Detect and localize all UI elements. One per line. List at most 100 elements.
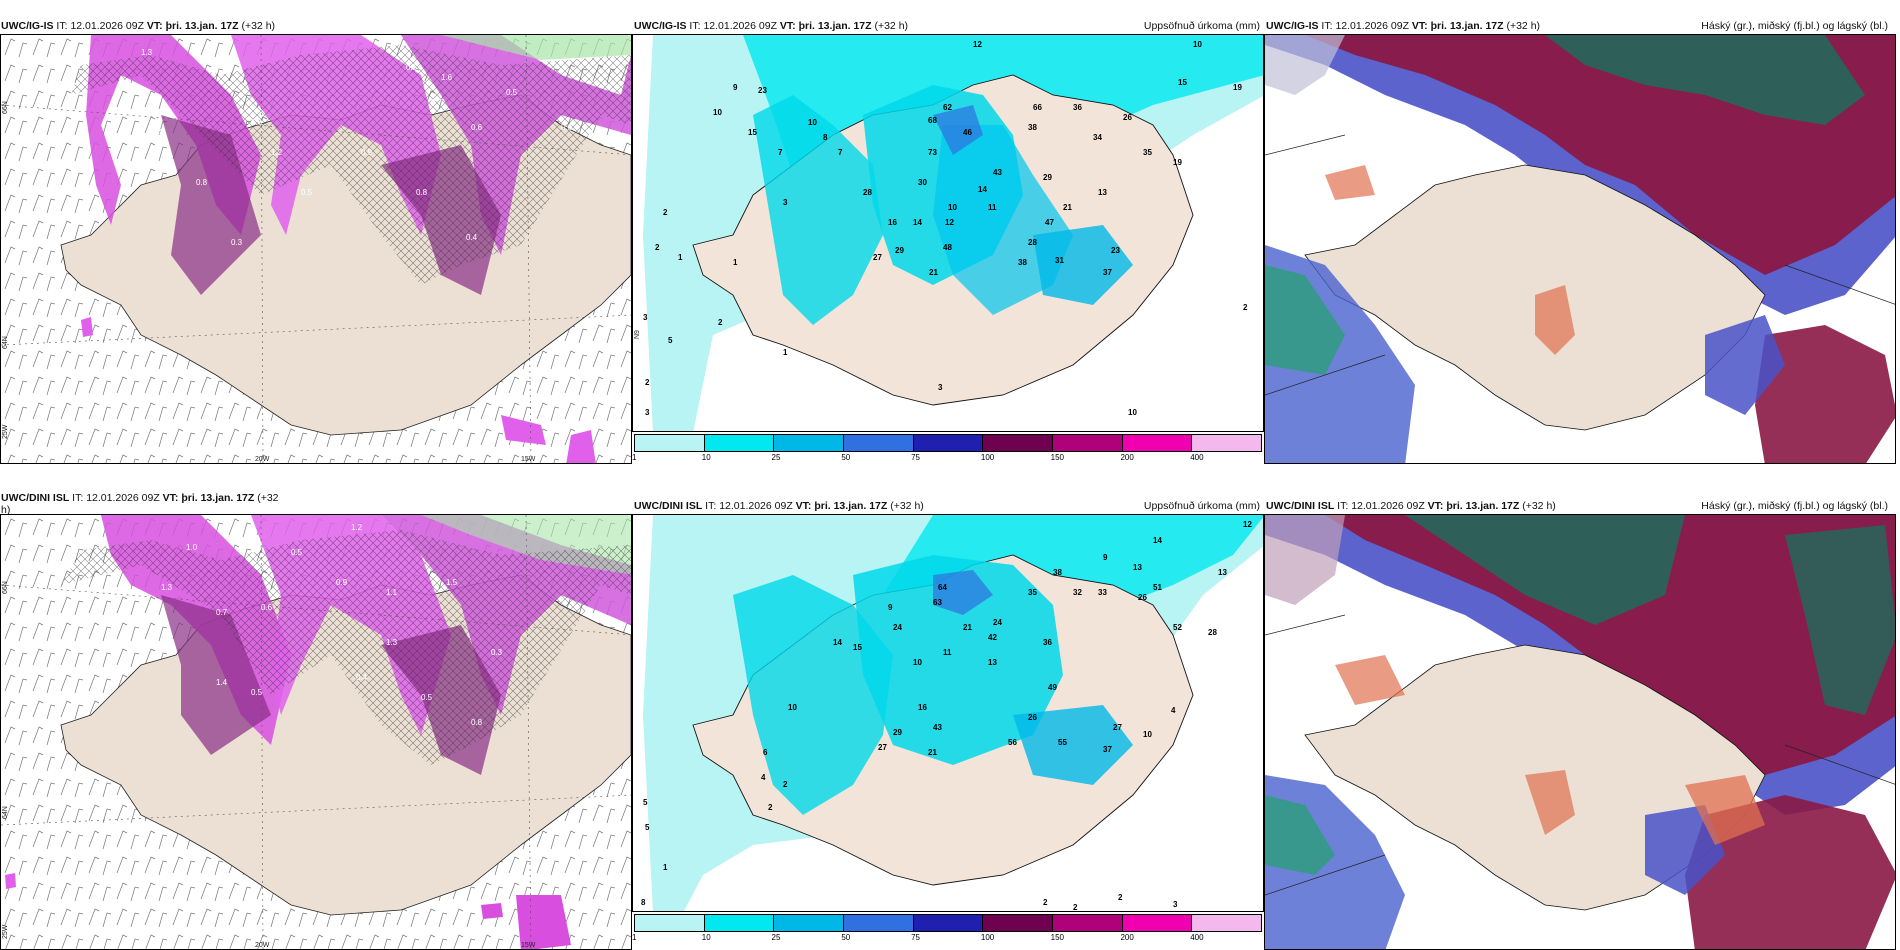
precip-value: 11 [988, 203, 997, 212]
precip-accum-map: 12 10 15 19 9 10 23 10 8 7 15 62 66 38 3… [632, 34, 1264, 432]
legend-tick-label: 100 [980, 453, 995, 462]
panel-top-middle: UWC/IG-IS IT: 12.01.2026 09Z VT: þri. 13… [632, 14, 1264, 464]
precip-value: 38 [1018, 258, 1027, 267]
precip-value: 2 [1043, 898, 1048, 907]
precip-value: 62 [943, 103, 952, 112]
precip-value: 10 [1143, 730, 1152, 739]
precip-value: 21 [1063, 203, 1072, 212]
legend-swatch [913, 435, 984, 451]
precip-value: 11 [943, 648, 952, 657]
legend-swatch [1053, 435, 1123, 451]
lead-time-wrap: h) [1, 504, 11, 516]
lon-label-20: 20W [255, 456, 270, 463]
map-label: 0.5 [251, 688, 263, 697]
map-label: 1.2 [351, 523, 363, 532]
map-label: 1.0 [251, 118, 263, 127]
precip-value: 14 [913, 218, 922, 227]
precip-value: 5 [645, 823, 650, 832]
map-label: 0.6 [471, 123, 483, 132]
model-name: UWC/IG-IS [1, 20, 54, 32]
precip-value: 14 [833, 638, 842, 647]
precip-value: 14 [978, 185, 987, 194]
legend-tick-label: 75 [911, 933, 921, 942]
precip-value: 42 [988, 633, 997, 642]
precip-value: 2 [718, 318, 723, 327]
precip-value: 3 [643, 313, 648, 322]
precip-value: 21 [928, 748, 937, 757]
legend-tick-label: 1 [632, 453, 637, 462]
vt-label: VT: [162, 492, 179, 504]
model-name: UWC/DINI ISL [1266, 500, 1335, 512]
it-value: 12.01.2026 09Z [1351, 500, 1425, 512]
precip-value: 35 [1028, 588, 1037, 597]
precip-value: 12 [945, 218, 954, 227]
legend-tick-label: 50 [841, 453, 851, 462]
vt-label: VT: [795, 500, 812, 512]
vt-label: VT: [146, 20, 163, 32]
panel-bottom-left: UWC/DINI ISL IT: 12.01.2026 09Z VT: þri.… [0, 492, 632, 950]
lead-time: (+32 [257, 492, 279, 504]
precip-value: 33 [1098, 588, 1107, 597]
precip-value: 34 [1093, 133, 1102, 142]
it-label: IT: [1337, 500, 1349, 512]
it-label: IT: [56, 20, 68, 32]
map-label: 0.8 [471, 718, 483, 727]
precip-value: 55 [1058, 738, 1067, 747]
precip-value: 13 [1133, 563, 1142, 572]
legend-swatch [635, 435, 705, 451]
precip-value: 14 [1153, 536, 1162, 545]
precip-value: 52 [1173, 623, 1182, 632]
panel-header: UWC/IG-IS IT: 12.01.2026 09Z VT: þri. 13… [1, 20, 628, 33]
legend-tick-label: 25 [771, 453, 781, 462]
precip-value: 9 [1103, 553, 1108, 562]
legend-tick-label: 100 [980, 933, 995, 942]
precip-value: 37 [1103, 268, 1112, 277]
legend-tick-label: 200 [1120, 453, 1134, 462]
panel-top-left: UWC/IG-IS IT: 12.01.2026 09Z VT: þri. 13… [0, 14, 632, 464]
precip-value: 2 [783, 780, 788, 789]
legend-swatch [1053, 915, 1123, 931]
panel-header: UWC/DINI ISL IT: 12.01.2026 09Z VT: þri.… [1266, 500, 1888, 513]
legend-tick-label: 400 [1190, 453, 1204, 462]
precip-value: 35 [1143, 148, 1152, 157]
lead-time: (+32 h) [1506, 20, 1541, 32]
lon-label-15: 15W [521, 456, 536, 463]
precip-value: 4 [761, 773, 766, 782]
precip-value: 28 [863, 188, 872, 197]
map-label: 1.2 [271, 148, 283, 157]
map-label: 0.5 [301, 188, 313, 197]
model-name: UWC/IG-IS [1266, 20, 1319, 32]
precip-value: 27 [1113, 723, 1122, 732]
precip-value: 27 [878, 743, 887, 752]
precip-value: 10 [1193, 40, 1202, 49]
map-label: 1.3 [386, 638, 398, 647]
precip-value: 10 [808, 118, 817, 127]
legend-tick-label: 10 [701, 933, 711, 942]
precip-value: 28 [1028, 238, 1037, 247]
precip-value: 36 [1043, 638, 1052, 647]
lead-time: (+32 h) [890, 500, 924, 512]
map-label: 0.4 [466, 233, 478, 242]
precip-value: 23 [758, 86, 767, 95]
precip-value: 7 [838, 148, 843, 157]
legend-swatch [1122, 915, 1193, 931]
map-label: 1.4 [151, 128, 163, 137]
legend-swatch [844, 915, 914, 931]
vt-value: þri. 13.jan. 17Z [1430, 20, 1504, 32]
legend-tick-label: 10 [701, 453, 711, 462]
legend-swatch [1122, 435, 1193, 451]
precip-value: 16 [918, 703, 927, 712]
it-label: IT: [72, 492, 84, 504]
precip-value: 9 [733, 83, 738, 92]
map-label: 0.3 [491, 648, 503, 657]
lon-label-15: 15W [521, 942, 536, 949]
precip-value: 31 [1055, 256, 1064, 265]
precip-value: 30 [918, 178, 927, 187]
precip-value: 37 [1103, 745, 1112, 754]
legend-swatch [1192, 915, 1262, 931]
model-name: UWC/IG-IS [634, 20, 687, 32]
precip-value: 68 [928, 116, 937, 125]
precip-value: 10 [1128, 408, 1137, 417]
precip-value: 73 [928, 148, 937, 157]
precip-value: 63 [933, 598, 942, 607]
